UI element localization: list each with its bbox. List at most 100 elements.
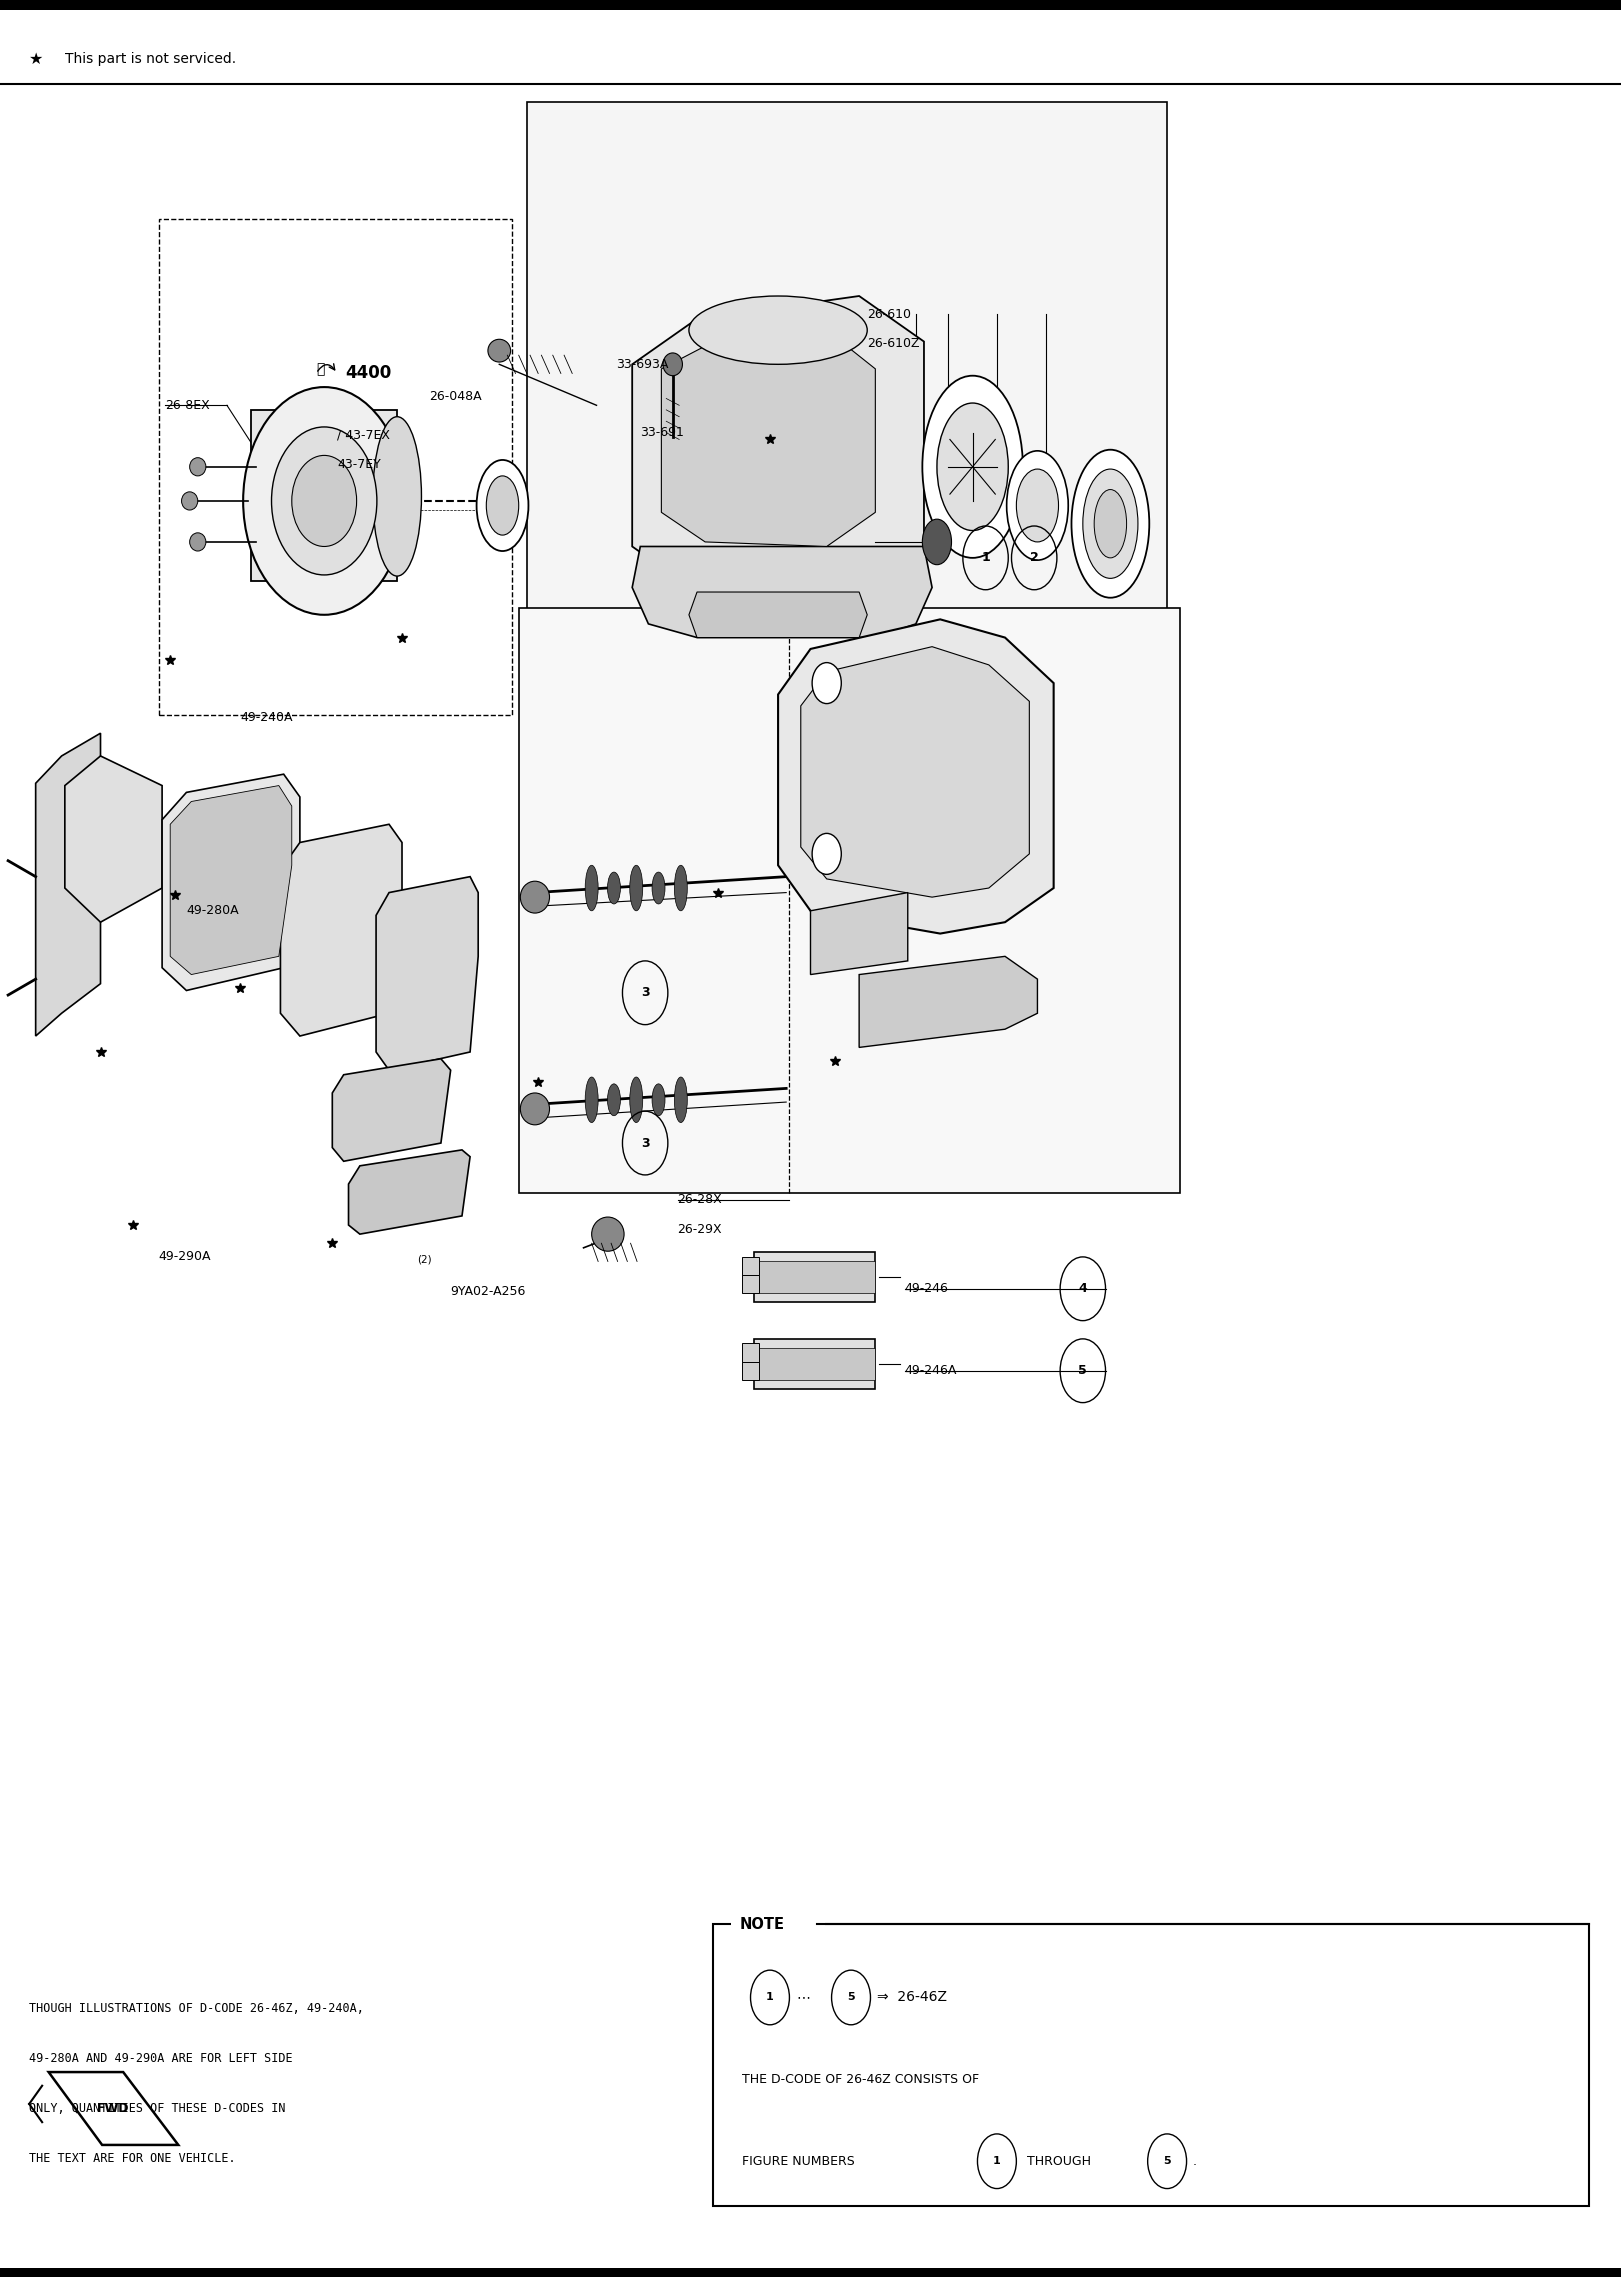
Ellipse shape xyxy=(373,417,421,576)
Text: 1: 1 xyxy=(981,551,990,565)
Bar xyxy=(754,1261,875,1293)
Text: (2): (2) xyxy=(417,1255,433,1264)
Text: 3: 3 xyxy=(640,986,650,1000)
Bar xyxy=(754,1339,875,1389)
Ellipse shape xyxy=(190,533,206,551)
Text: ONLY, QUANTITIES OF THESE D-CODES IN: ONLY, QUANTITIES OF THESE D-CODES IN xyxy=(29,2102,285,2115)
Ellipse shape xyxy=(652,1084,665,1116)
Text: 49-280A AND 49-290A ARE FOR LEFT SIDE: 49-280A AND 49-290A ARE FOR LEFT SIDE xyxy=(29,2052,293,2065)
Polygon shape xyxy=(65,756,162,922)
Ellipse shape xyxy=(520,881,550,913)
Text: ⇒  26-46Z: ⇒ 26-46Z xyxy=(877,1990,947,2004)
Ellipse shape xyxy=(937,403,1008,531)
Text: 49-246: 49-246 xyxy=(905,1282,948,1296)
Ellipse shape xyxy=(190,458,206,476)
Text: 4: 4 xyxy=(1078,1282,1088,1296)
Polygon shape xyxy=(170,786,292,975)
Bar xyxy=(754,1348,875,1380)
Text: 49-290A: 49-290A xyxy=(159,1250,211,1264)
Ellipse shape xyxy=(608,872,621,904)
Polygon shape xyxy=(349,1150,470,1234)
Text: .: . xyxy=(1193,2154,1196,2168)
Text: NOTE: NOTE xyxy=(739,1917,785,1931)
Bar xyxy=(742,1362,759,1380)
Ellipse shape xyxy=(585,1077,598,1123)
Text: 49-246A: 49-246A xyxy=(905,1364,956,1378)
Text: 3: 3 xyxy=(640,1136,650,1150)
Text: THE D-CODE OF 26-46Z CONSISTS OF: THE D-CODE OF 26-46Z CONSISTS OF xyxy=(742,2072,979,2086)
Text: 5: 5 xyxy=(1164,2156,1170,2165)
Bar xyxy=(742,1343,759,1362)
Polygon shape xyxy=(632,546,932,638)
Text: 49-280A: 49-280A xyxy=(186,904,238,918)
Bar xyxy=(731,1913,825,1933)
Text: 1: 1 xyxy=(994,2156,1000,2165)
Ellipse shape xyxy=(520,1093,550,1125)
Polygon shape xyxy=(661,330,875,546)
Ellipse shape xyxy=(1071,451,1149,597)
Text: 33-693A: 33-693A xyxy=(616,357,668,371)
Bar xyxy=(519,608,1180,1193)
Ellipse shape xyxy=(629,865,642,911)
Ellipse shape xyxy=(922,376,1023,558)
Ellipse shape xyxy=(585,865,598,911)
Text: 26-048A: 26-048A xyxy=(430,389,481,403)
Text: ★: ★ xyxy=(29,52,44,66)
Text: 5: 5 xyxy=(1078,1364,1088,1378)
Ellipse shape xyxy=(689,296,867,364)
Text: 26-29X: 26-29X xyxy=(678,1223,723,1236)
Text: 49-240A: 49-240A xyxy=(240,710,292,724)
Text: THROUGH: THROUGH xyxy=(1023,2154,1094,2168)
Text: FIGURE NUMBERS: FIGURE NUMBERS xyxy=(742,2154,859,2168)
Text: 26-28X: 26-28X xyxy=(678,1193,723,1207)
Ellipse shape xyxy=(488,339,511,362)
Bar xyxy=(0,2268,1621,2277)
Bar xyxy=(742,1275,759,1293)
Polygon shape xyxy=(36,733,101,1036)
Ellipse shape xyxy=(182,492,198,510)
Ellipse shape xyxy=(486,476,519,535)
Ellipse shape xyxy=(608,1084,621,1116)
Polygon shape xyxy=(778,619,1054,934)
Text: FWD: FWD xyxy=(97,2102,130,2115)
Text: 2: 2 xyxy=(1029,551,1039,565)
Ellipse shape xyxy=(674,1077,687,1123)
Polygon shape xyxy=(49,2072,178,2145)
Polygon shape xyxy=(162,774,300,990)
Text: 43-7EY: 43-7EY xyxy=(337,458,381,471)
Text: THOUGH ILLUSTRATIONS OF D-CODE 26-46Z, 49-240A,: THOUGH ILLUSTRATIONS OF D-CODE 26-46Z, 4… xyxy=(29,2001,365,2015)
Bar xyxy=(754,1252,875,1302)
Bar xyxy=(742,1257,759,1275)
Text: 4400: 4400 xyxy=(345,364,392,383)
Text: 26-610Z: 26-610Z xyxy=(867,337,919,351)
Ellipse shape xyxy=(663,353,682,376)
Ellipse shape xyxy=(243,387,405,615)
Ellipse shape xyxy=(1094,490,1127,558)
Ellipse shape xyxy=(1016,469,1059,542)
Text: 9YA02-A256: 9YA02-A256 xyxy=(451,1284,525,1298)
Polygon shape xyxy=(332,1059,451,1161)
Polygon shape xyxy=(527,102,1167,729)
Ellipse shape xyxy=(812,833,841,874)
Polygon shape xyxy=(801,647,1029,897)
Bar xyxy=(713,1924,1589,2206)
Text: ➿: ➿ xyxy=(316,362,324,376)
Polygon shape xyxy=(632,296,924,592)
Bar xyxy=(0,0,1621,9)
Text: 26-610: 26-610 xyxy=(867,307,911,321)
Ellipse shape xyxy=(922,519,952,565)
Polygon shape xyxy=(280,824,402,1036)
Text: 33-691: 33-691 xyxy=(640,426,684,439)
Polygon shape xyxy=(376,877,478,1070)
Ellipse shape xyxy=(629,1077,642,1123)
Text: ⋯: ⋯ xyxy=(796,1990,810,2004)
Ellipse shape xyxy=(477,460,528,551)
Text: THE TEXT ARE FOR ONE VEHICLE.: THE TEXT ARE FOR ONE VEHICLE. xyxy=(29,2152,235,2165)
Text: 26-8EX: 26-8EX xyxy=(165,398,211,412)
Ellipse shape xyxy=(592,1216,624,1252)
Ellipse shape xyxy=(652,872,665,904)
Ellipse shape xyxy=(1007,451,1068,560)
Bar xyxy=(251,410,397,581)
Polygon shape xyxy=(810,893,908,975)
Ellipse shape xyxy=(292,455,357,546)
